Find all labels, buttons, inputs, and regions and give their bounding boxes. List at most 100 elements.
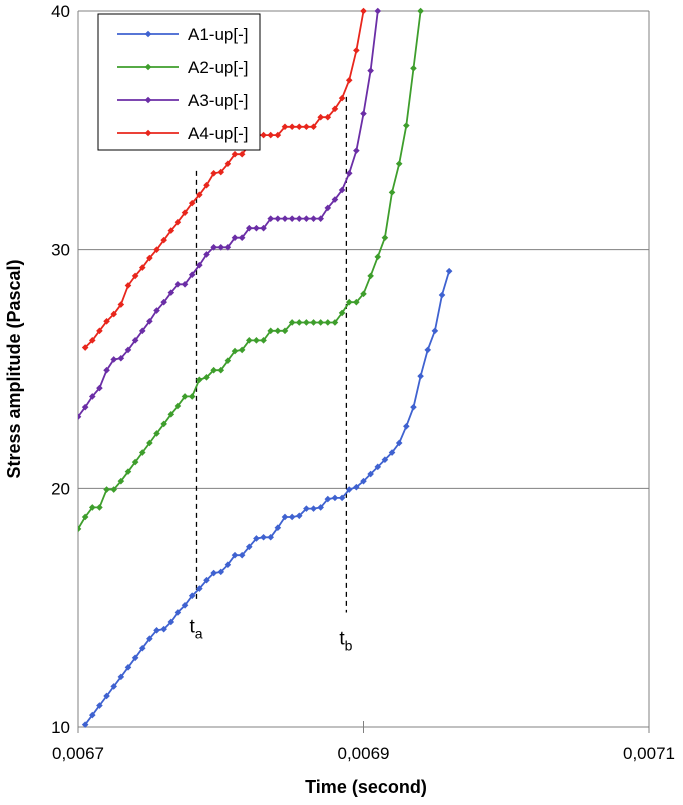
series-2-point-38 xyxy=(345,298,353,306)
series-4-point-29 xyxy=(288,123,296,131)
series-2 xyxy=(78,7,424,533)
series-2-point-13 xyxy=(167,411,175,418)
series-1-point-25 xyxy=(260,533,267,541)
series-2-point-31 xyxy=(295,319,303,326)
series-1-point-7 xyxy=(131,654,139,662)
series-1-point-18 xyxy=(210,569,217,577)
series-3-point-24 xyxy=(246,224,253,232)
series-2-point-43 xyxy=(381,234,389,242)
series-1-point-26 xyxy=(267,533,275,541)
series-4-point-2 xyxy=(96,327,103,335)
series-3-point-19 xyxy=(210,243,217,251)
legend-box xyxy=(97,13,261,151)
series-3-point-27 xyxy=(267,215,275,222)
series-4-point-0 xyxy=(81,344,89,351)
series-4-point-19 xyxy=(217,168,225,176)
series-1-point-19 xyxy=(217,568,225,576)
series-4-point-31 xyxy=(303,123,310,131)
series-1-point-20 xyxy=(224,561,232,569)
series-3-point-4 xyxy=(103,366,110,374)
series-2-point-33 xyxy=(310,319,317,326)
series-2-point-11 xyxy=(153,430,160,437)
series-2-point-29 xyxy=(281,327,289,335)
series-1-point-47 xyxy=(417,372,424,380)
series-2-point-30 xyxy=(288,319,296,326)
series-line-1 xyxy=(84,270,450,726)
y-tick-label-1: 20 xyxy=(51,479,70,498)
series-1-point-29 xyxy=(288,513,296,521)
legend-marker-3 xyxy=(144,96,152,104)
series-3-point-42 xyxy=(374,7,382,15)
series-1-point-40 xyxy=(367,470,374,478)
series-2-point-48 xyxy=(417,7,424,15)
series-3-point-10 xyxy=(146,317,153,325)
series-2-point-17 xyxy=(196,376,203,384)
series-3-point-36 xyxy=(331,196,339,203)
series-3-point-15 xyxy=(181,280,189,288)
y-axis-title: Stress amplitude (Pascal) xyxy=(4,259,24,478)
series-3-point-17 xyxy=(196,261,203,269)
series-2-point-18 xyxy=(203,374,210,381)
series-3-point-39 xyxy=(353,147,360,154)
series-3-point-28 xyxy=(274,215,282,222)
series-2-point-34 xyxy=(317,319,324,326)
series-3-point-12 xyxy=(160,298,167,306)
marker-label-0: ta xyxy=(189,617,202,642)
series-2-point-3 xyxy=(96,504,103,511)
series-3-point-7 xyxy=(124,346,132,354)
legend-marker-4 xyxy=(144,129,152,137)
series-1-point-2 xyxy=(96,702,103,709)
series-1-point-51 xyxy=(445,267,453,275)
series-2-point-6 xyxy=(117,477,125,485)
series-4-point-12 xyxy=(167,227,175,234)
series-3-point-0 xyxy=(78,413,82,421)
series-1-point-44 xyxy=(395,439,403,447)
series-3-point-29 xyxy=(281,215,289,222)
series-4-point-34 xyxy=(324,113,332,121)
series-2-point-27 xyxy=(267,327,275,335)
series-3-point-11 xyxy=(153,307,160,314)
series-3-point-14 xyxy=(174,280,182,288)
series-3-point-40 xyxy=(360,110,367,117)
series-4-point-37 xyxy=(345,76,353,84)
series-4-point-8 xyxy=(138,264,146,271)
x-axis-title: Time (second) xyxy=(305,777,427,797)
series-3-point-2 xyxy=(88,393,96,400)
series-4-point-30 xyxy=(295,123,303,131)
series-1-point-12 xyxy=(167,618,175,626)
legend-label-3: A3-up[-] xyxy=(188,91,248,110)
series-4-point-13 xyxy=(174,218,182,226)
series-2-point-32 xyxy=(303,319,310,326)
series-3-point-21 xyxy=(224,243,232,251)
series-2-point-42 xyxy=(374,253,382,261)
series-1-point-14 xyxy=(181,601,189,609)
series-2-point-0 xyxy=(78,525,82,533)
series-1-point-32 xyxy=(310,505,317,512)
x-tick-label-0: 0,0067 xyxy=(52,744,104,763)
series-4-point-16 xyxy=(196,191,203,199)
legend: A1-up[-] A2-up[-] A3-up[-] A4-up[-] xyxy=(97,13,261,151)
series-1-point-9 xyxy=(146,635,153,642)
series-1-point-0 xyxy=(81,721,89,728)
series-4-point-32 xyxy=(310,123,317,131)
series-4-point-17 xyxy=(203,181,210,189)
series-4-point-1 xyxy=(88,337,96,344)
series-4-point-22 xyxy=(238,150,246,158)
series-2-point-28 xyxy=(274,327,282,335)
series-2-point-22 xyxy=(231,347,239,355)
series-3-point-9 xyxy=(138,327,146,335)
series-1-point-35 xyxy=(331,494,339,502)
series-1-point-43 xyxy=(388,449,396,456)
series-4-point-14 xyxy=(181,209,189,216)
series-1 xyxy=(81,267,453,728)
series-3-point-22 xyxy=(231,234,239,242)
series-1-point-49 xyxy=(431,327,439,335)
series-4-point-18 xyxy=(210,169,217,177)
series-2-point-44 xyxy=(388,189,396,196)
series-1-point-5 xyxy=(117,673,125,681)
legend-label-1: A1-up[-] xyxy=(188,25,248,44)
series-1-point-27 xyxy=(274,524,282,532)
series-2-point-7 xyxy=(124,468,132,475)
series-3-point-18 xyxy=(203,251,210,258)
series-4-point-5 xyxy=(117,301,125,308)
